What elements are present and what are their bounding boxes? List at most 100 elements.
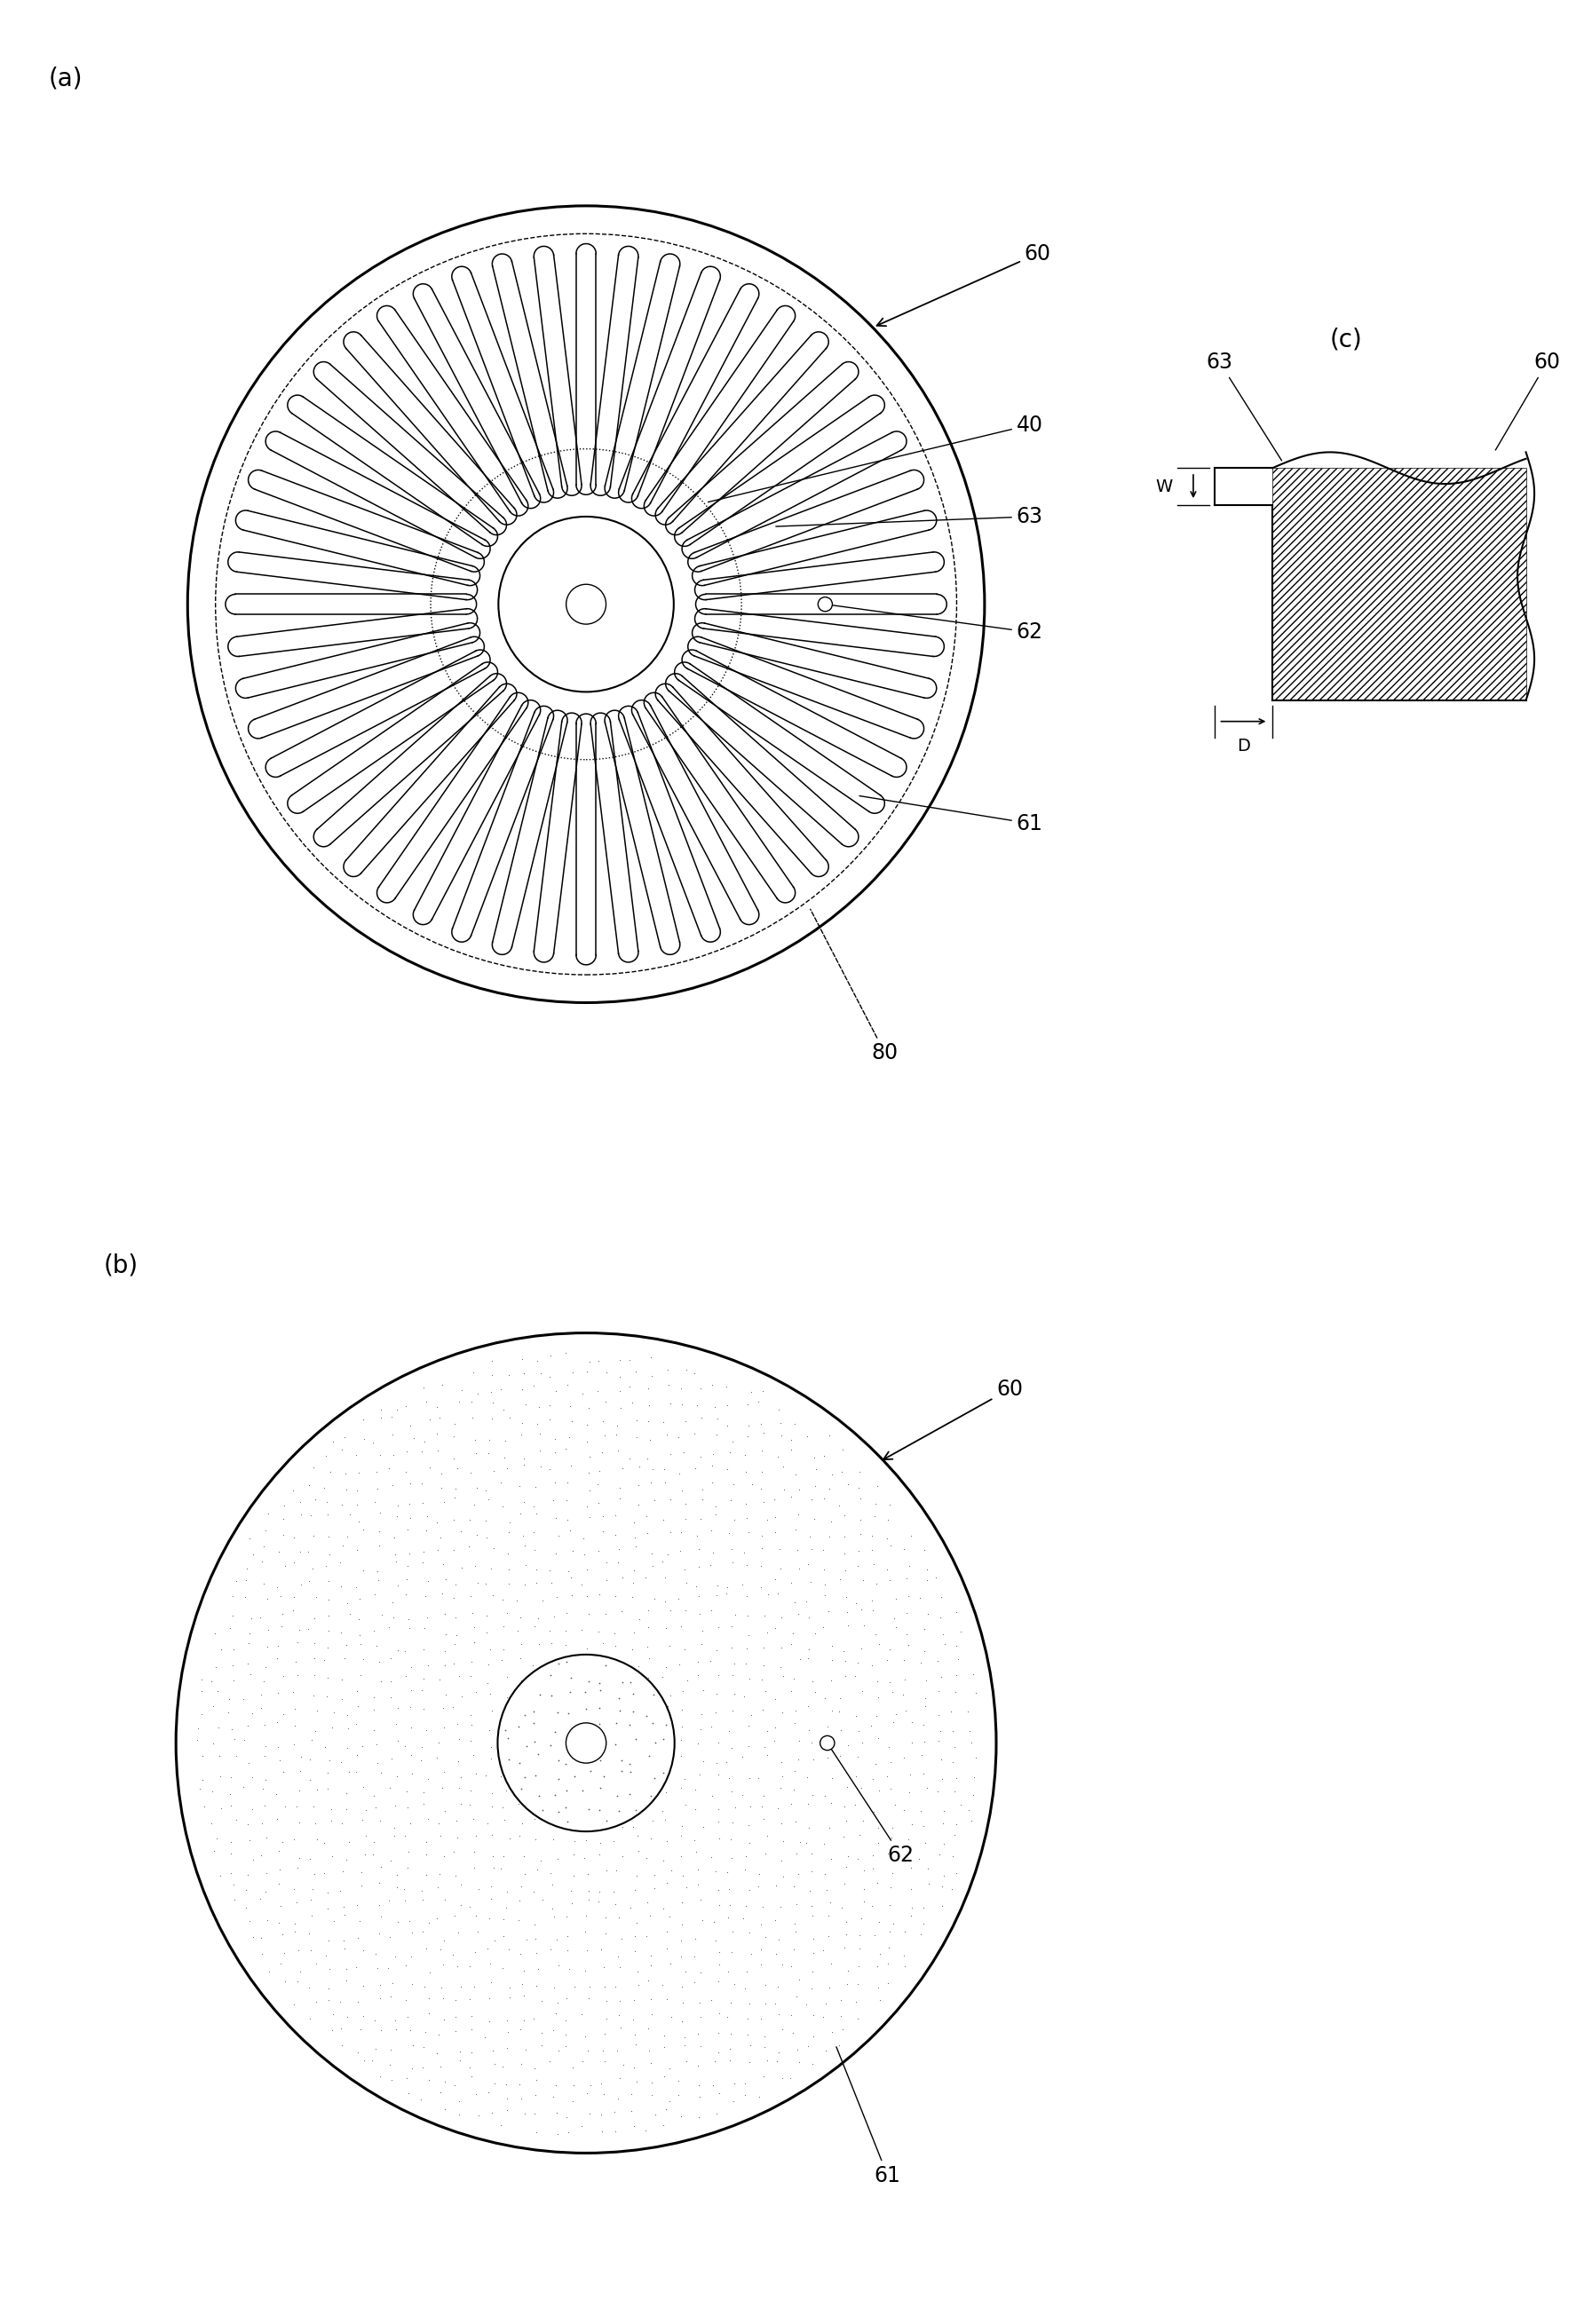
Point <box>480 2094 505 2131</box>
Point <box>754 2043 779 2080</box>
Point <box>271 1697 296 1734</box>
Point <box>748 1406 773 1443</box>
Point <box>529 2015 554 2052</box>
Point <box>604 1406 629 1443</box>
Point <box>553 1334 578 1371</box>
Point <box>360 1836 385 1873</box>
Point <box>916 1594 941 1631</box>
Point <box>687 1439 713 1476</box>
Point <box>219 1759 244 1796</box>
Point <box>382 1787 407 1824</box>
Point <box>494 1678 520 1715</box>
Point <box>363 2031 388 2068</box>
Point <box>348 1866 374 1903</box>
Point <box>350 1931 375 1968</box>
Point <box>396 1903 421 1941</box>
Point <box>241 1841 266 1878</box>
Point <box>843 1657 868 1694</box>
Point <box>333 1950 358 1987</box>
Point <box>393 1657 418 1694</box>
Point <box>249 1936 274 1973</box>
Point <box>847 1515 873 1552</box>
Point <box>914 1550 939 1587</box>
Point <box>477 1899 502 1936</box>
Point <box>559 1871 584 1908</box>
Point <box>573 1487 599 1525</box>
Point <box>317 1536 342 1573</box>
Point <box>706 1789 732 1827</box>
Circle shape <box>497 1655 675 1831</box>
Point <box>737 1659 762 1697</box>
Point <box>344 1755 369 1792</box>
Point <box>737 1871 762 1908</box>
Point <box>383 1543 409 1580</box>
Point <box>413 2013 439 2050</box>
Point <box>249 1803 274 1841</box>
Point <box>336 1710 361 1748</box>
Point <box>222 1631 247 1669</box>
Point <box>364 1452 390 1490</box>
Point <box>781 1868 806 1906</box>
Point <box>737 1985 762 2022</box>
Point <box>681 1355 706 1392</box>
Point <box>559 1404 584 1441</box>
Point <box>862 1499 887 1536</box>
Point <box>892 1662 917 1699</box>
Point <box>860 1850 885 1887</box>
Point <box>496 1550 521 1587</box>
Point <box>529 1982 554 2020</box>
Point <box>489 1487 515 1525</box>
Point <box>329 1803 355 1841</box>
Point <box>288 1738 314 1776</box>
Point <box>912 1722 938 1759</box>
Point <box>623 1720 648 1757</box>
Point <box>329 1527 355 1564</box>
Point <box>192 1787 217 1824</box>
Point <box>749 1662 775 1699</box>
Point <box>350 1996 375 2034</box>
Point <box>928 1657 954 1694</box>
Point <box>914 1662 939 1699</box>
Point <box>673 1785 699 1822</box>
Point <box>344 1736 369 1773</box>
Point <box>591 1513 616 1550</box>
Point <box>456 1527 482 1564</box>
Point <box>367 1755 393 1792</box>
Point <box>208 1789 233 1827</box>
Point <box>684 2015 710 2052</box>
Point <box>748 1945 773 1982</box>
Point <box>930 1868 955 1906</box>
Point <box>835 1594 860 1631</box>
Point <box>315 1629 341 1666</box>
Point <box>656 1687 681 1724</box>
Point <box>592 1383 618 1420</box>
Point <box>542 1420 567 1457</box>
Point <box>304 1692 329 1729</box>
Point <box>898 1703 923 1741</box>
Point <box>866 1624 892 1662</box>
Point <box>721 2064 746 2101</box>
Point <box>542 1968 567 2006</box>
Point <box>833 1578 859 1615</box>
Point <box>618 1341 643 1378</box>
Point <box>787 1550 813 1587</box>
Point <box>521 1532 546 1569</box>
Point <box>735 1999 760 2036</box>
Point <box>391 1871 417 1908</box>
Point <box>558 1673 583 1710</box>
Point <box>463 2075 488 2113</box>
Point <box>866 1982 892 2020</box>
Point <box>592 1418 618 1455</box>
Point <box>817 1945 843 1982</box>
Text: D: D <box>1237 737 1250 753</box>
Point <box>670 1968 695 2006</box>
Point <box>444 1801 469 1838</box>
Point <box>751 1629 776 1666</box>
Point <box>819 1662 844 1699</box>
Point <box>575 1855 600 1892</box>
Point <box>496 1720 521 1757</box>
Point <box>314 1483 339 1520</box>
Point <box>654 1415 680 1452</box>
Point <box>833 1903 859 1941</box>
Point <box>431 1545 456 1583</box>
